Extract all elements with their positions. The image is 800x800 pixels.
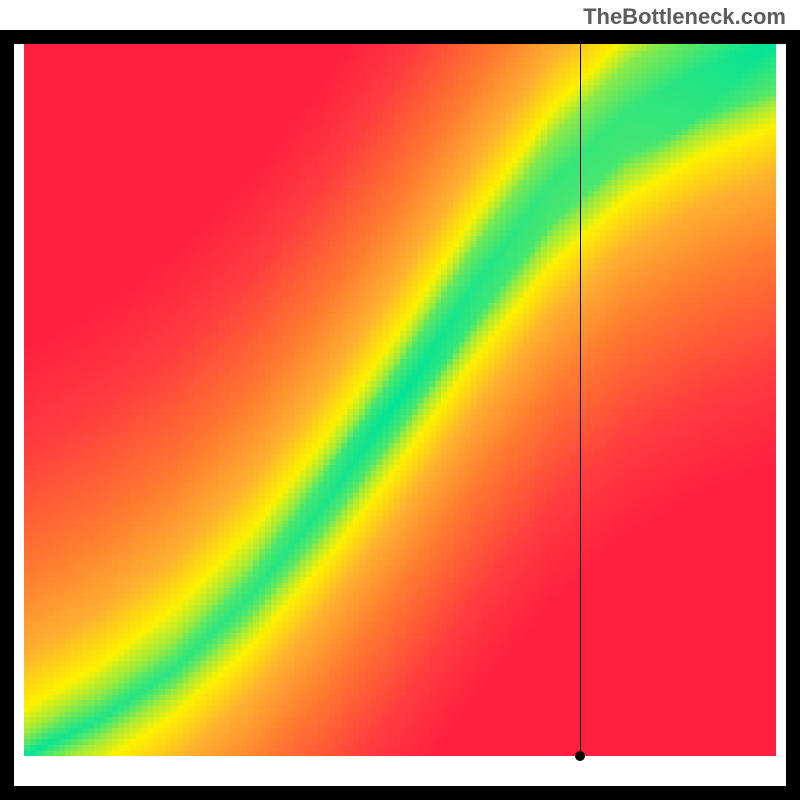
watermark-text: TheBottleneck.com xyxy=(583,4,786,30)
plot-frame xyxy=(24,40,776,756)
heatmap-canvas xyxy=(24,40,776,756)
figure-container: TheBottleneck.com xyxy=(0,0,800,800)
